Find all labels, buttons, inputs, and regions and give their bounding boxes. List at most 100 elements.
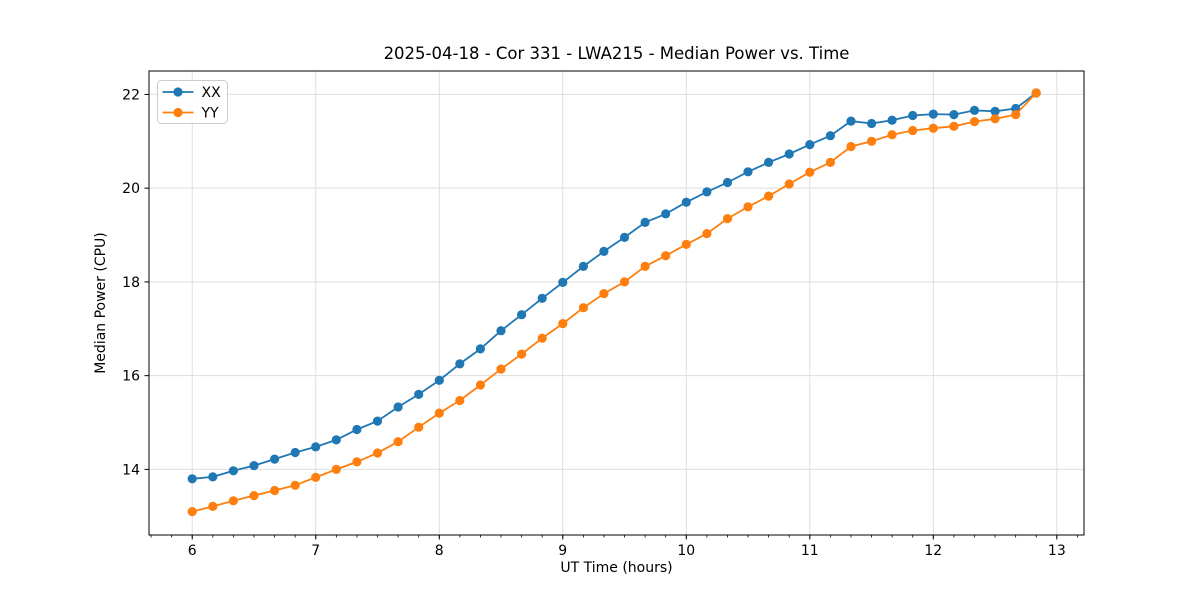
data-point-yy (434, 408, 444, 418)
data-point-yy (764, 191, 774, 201)
legend-label: XX (202, 85, 222, 101)
data-point-yy (1011, 110, 1021, 120)
x-tick-label: 10 (677, 543, 695, 559)
data-point-xx (372, 416, 383, 426)
data-point-yy (270, 485, 280, 496)
x-tick-label: 13 (1048, 543, 1066, 559)
data-point-yy (928, 123, 938, 133)
data-point-yy (784, 179, 794, 189)
data-point-xx (867, 118, 877, 129)
x-tick-label: 11 (801, 543, 819, 559)
y-axis-label: Median Power (CPU) (93, 232, 109, 374)
data-point-yy (702, 229, 712, 239)
data-point-xx (290, 447, 300, 458)
data-point-xx (249, 461, 259, 471)
data-point-yy (578, 303, 589, 313)
data-point-yy (805, 167, 815, 177)
y-tick-label: 18 (122, 275, 140, 291)
y-tick-label: 20 (122, 181, 140, 197)
data-point-xx (784, 149, 794, 159)
x-tick-label: 9 (558, 543, 567, 559)
data-point-yy (187, 507, 197, 517)
y-tick-label: 14 (122, 462, 140, 478)
data-point-xx (805, 140, 815, 150)
x-tick-label: 8 (435, 543, 444, 559)
data-point-yy (311, 472, 321, 482)
data-point-yy (290, 480, 300, 490)
data-point-xx (228, 466, 238, 476)
chart-title: 2025-04-18 - Cor 331 - LWA215 - Median P… (383, 44, 850, 63)
data-point-xx (475, 344, 485, 354)
series-xx-line (192, 92, 1037, 480)
legend-marker (173, 87, 183, 97)
data-point-yy (640, 261, 650, 271)
data-point-xx (969, 105, 980, 115)
data-point-yy (743, 202, 753, 212)
data-point-yy (619, 277, 630, 287)
data-point-xx (434, 375, 444, 385)
data-point-xx (640, 217, 650, 227)
axes-frame (148, 70, 1085, 536)
data-point-xx (846, 116, 856, 126)
data-point-xx (681, 197, 691, 207)
data-point-yy (825, 157, 836, 167)
data-point-yy (537, 333, 547, 343)
data-point-xx (352, 424, 362, 435)
data-point-yy (393, 437, 403, 447)
data-point-xx (702, 187, 712, 197)
data-point-yy (249, 491, 259, 501)
data-point-yy (908, 125, 918, 136)
data-point-xx (393, 402, 403, 412)
data-point-xx (208, 472, 218, 482)
data-point-yy (969, 117, 980, 127)
data-point-yy (414, 422, 424, 432)
data-point-xx (825, 131, 836, 141)
legend-label: YY (201, 106, 220, 122)
data-point-yy (990, 114, 1000, 124)
data-point-yy (661, 251, 671, 261)
data-point-xx (908, 110, 918, 121)
data-point-yy (455, 395, 465, 406)
data-point-xx (928, 109, 938, 119)
data-point-xx (517, 310, 527, 320)
data-point-xx (578, 261, 589, 271)
data-point-xx (537, 293, 547, 303)
data-point-xx (990, 106, 1000, 116)
data-point-xx (455, 359, 465, 369)
data-point-yy (887, 130, 897, 140)
x-tick-label: 7 (311, 543, 320, 559)
data-point-xx (722, 177, 733, 188)
data-point-xx (619, 232, 630, 242)
data-point-xx (414, 389, 424, 399)
data-point-xx (887, 115, 897, 125)
data-point-xx (331, 435, 341, 445)
x-tick-label: 6 (188, 543, 197, 559)
data-point-yy (331, 464, 341, 474)
data-point-xx (764, 157, 774, 167)
data-point-xx (311, 442, 321, 452)
data-point-yy (208, 501, 218, 511)
y-tick-label: 16 (122, 369, 140, 385)
data-point-xx (599, 246, 609, 256)
data-point-yy (517, 349, 527, 359)
data-point-yy (475, 380, 485, 390)
data-point-xx (661, 209, 671, 219)
legend-marker (173, 107, 183, 118)
y-tick-label: 22 (122, 87, 140, 103)
data-point-yy (949, 121, 959, 131)
data-point-xx (496, 326, 506, 336)
data-point-yy (722, 214, 733, 224)
data-point-xx (270, 454, 280, 464)
data-point-yy (558, 319, 568, 329)
data-point-yy (846, 141, 856, 152)
x-axis-label: UT Time (hours) (560, 560, 673, 576)
data-point-yy (867, 136, 877, 146)
data-point-yy (681, 239, 691, 249)
data-point-xx (187, 474, 197, 484)
data-point-yy (1031, 88, 1041, 98)
data-point-yy (599, 289, 609, 299)
data-point-yy (352, 457, 362, 467)
data-point-xx (949, 110, 959, 120)
data-point-yy (372, 448, 383, 458)
